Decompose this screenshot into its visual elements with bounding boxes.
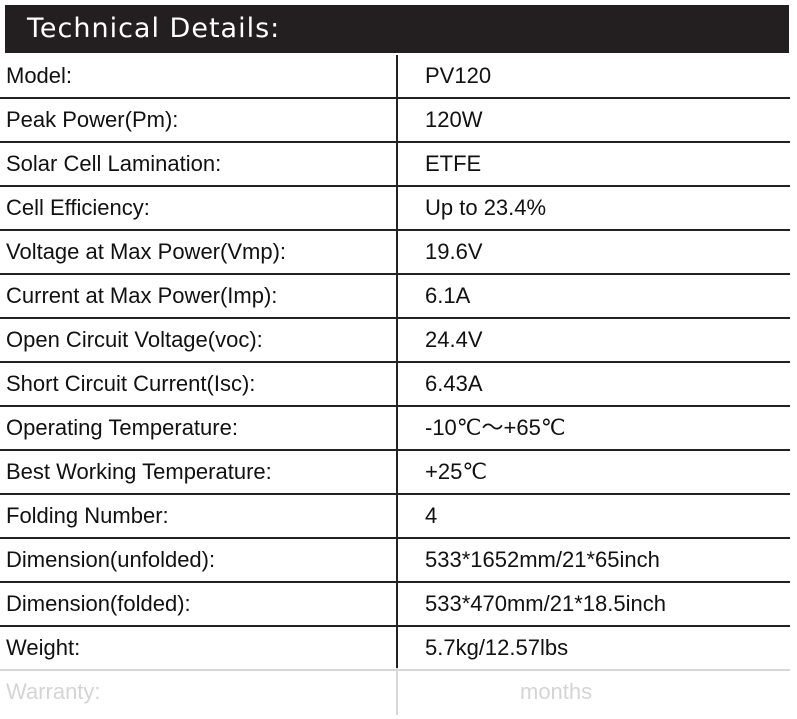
spec-label: Weight: bbox=[6, 635, 81, 660]
table-row: Current at Max Power(Imp): 6.1A bbox=[0, 275, 790, 319]
table-row: Solar Cell Lamination: ETFE bbox=[0, 143, 790, 187]
faded-overlay bbox=[0, 668, 797, 719]
spec-label: Cell Efficiency: bbox=[6, 195, 150, 220]
spec-label: Open Circuit Voltage(voc): bbox=[6, 327, 263, 352]
table-row: Open Circuit Voltage(voc): 24.4V bbox=[0, 319, 790, 363]
spec-value: 6.1A bbox=[425, 283, 471, 308]
spec-label: Dimension(folded): bbox=[6, 591, 191, 616]
table-row: Best Working Temperature: +25℃ bbox=[0, 451, 790, 495]
spec-value: PV120 bbox=[425, 63, 492, 88]
spec-value: 19.6V bbox=[425, 239, 483, 264]
header-title: Technical Details: bbox=[27, 13, 281, 44]
spec-label: Best Working Temperature: bbox=[6, 459, 272, 484]
spec-label: Dimension(unfolded): bbox=[6, 547, 216, 572]
spec-value: 120W bbox=[425, 107, 483, 132]
spec-table: Model: PV120 Peak Power(Pm): 120W Solar Cell… bbox=[0, 55, 797, 715]
spec-label: Folding Number: bbox=[6, 503, 169, 528]
spec-label: Current at Max Power(Imp): bbox=[6, 283, 278, 308]
spec-value: 6.43A bbox=[425, 371, 483, 396]
table-row: Peak Power(Pm): 120W bbox=[0, 99, 790, 143]
spec-value: +25℃ bbox=[425, 459, 488, 484]
table-row: Cell Efficiency: Up to 23.4% bbox=[0, 187, 790, 231]
table-row: Weight: 5.7kg/12.57lbs bbox=[0, 627, 790, 671]
spec-value: 4 bbox=[425, 503, 438, 528]
spec-label: Short Circuit Current(Isc): bbox=[6, 371, 256, 396]
spec-value: -10℃～+65℃ bbox=[425, 415, 566, 440]
spec-value: 533*1652mm/21*65inch bbox=[425, 547, 660, 572]
spec-value: 24.4V bbox=[425, 327, 483, 352]
table-row: Dimension(unfolded): 533*1652mm/21*65inch bbox=[0, 539, 790, 583]
column-divider bbox=[396, 55, 398, 715]
table-row: Operating Temperature: -10℃～+65℃ bbox=[0, 407, 790, 451]
spec-value: 533*470mm/21*18.5inch bbox=[425, 591, 666, 616]
spec-label: Peak Power(Pm): bbox=[6, 107, 179, 132]
table-row: Folding Number: 4 bbox=[0, 495, 790, 539]
table-row: Voltage at Max Power(Vmp): 19.6V bbox=[0, 231, 790, 275]
spec-label: Voltage at Max Power(Vmp): bbox=[6, 239, 287, 264]
header-bar: Technical Details: bbox=[5, 5, 789, 53]
spec-value: Up to 23.4% bbox=[425, 195, 547, 220]
table-row: Model: PV120 bbox=[0, 55, 790, 99]
spec-label: Operating Temperature: bbox=[6, 415, 238, 440]
table-row: Short Circuit Current(Isc): 6.43A bbox=[0, 363, 790, 407]
spec-label: Solar Cell Lamination: bbox=[6, 151, 222, 176]
spec-label: Model: bbox=[6, 63, 73, 88]
table-row: Dimension(folded): 533*470mm/21*18.5inch bbox=[0, 583, 790, 627]
spec-value: ETFE bbox=[425, 151, 482, 176]
spec-value: 5.7kg/12.57lbs bbox=[425, 635, 569, 660]
